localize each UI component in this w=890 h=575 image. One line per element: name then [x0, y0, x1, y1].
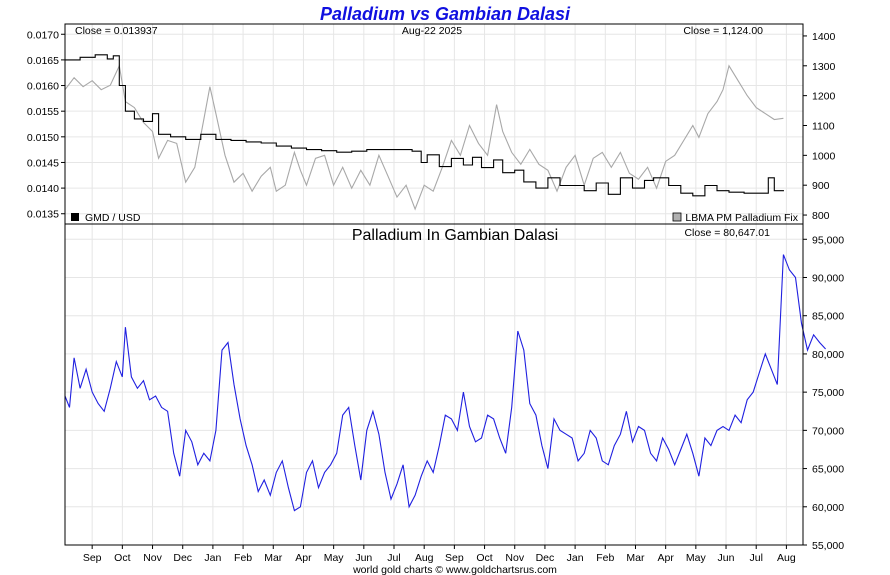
top-right-tick-label: 800 [812, 210, 830, 222]
top-left-tick-label: 0.0150 [27, 132, 59, 144]
x-tick-label: Aug [415, 552, 434, 564]
bottom-right-tick-label: 60,000 [812, 502, 844, 514]
top-left-tick-label: 0.0160 [27, 81, 59, 93]
bottom-right-tick-label: 85,000 [812, 311, 844, 323]
top-left-axis-ticks: 0.0170 0.0165 0.0160 0.0155 0.0150 0.0145 0.01… [27, 29, 65, 221]
top-right-tick-label: 1300 [812, 61, 836, 73]
top-close-left: Close = 0.013937 [75, 25, 158, 37]
x-tick-label: Sep [445, 552, 464, 564]
top-left-tick-label: 0.0140 [27, 183, 59, 195]
x-tick-label: Apr [657, 552, 674, 564]
x-tick-label: Jun [718, 552, 735, 564]
x-tick-label: Jul [749, 552, 762, 564]
bottom-panel-series [64, 254, 827, 512]
x-tick-label: Nov [143, 552, 162, 564]
top-right-tick-label: 900 [812, 180, 830, 192]
x-tick-label: Dec [536, 552, 555, 564]
top-left-tick-label: 0.0135 [27, 209, 59, 221]
x-tick-label: Oct [114, 552, 130, 564]
legend-gmd-swatch [71, 213, 79, 221]
date-label: Aug-22 2025 [402, 25, 462, 37]
legend-palladium-label: LBMA PM Palladium Fix [685, 212, 798, 224]
series-line-lbma-pm-palladium-fix [64, 63, 784, 211]
chart-footer: world gold charts © www.goldchartsrus.co… [352, 564, 557, 575]
series-line-gmd-usd [65, 54, 784, 197]
top-right-tick-label: 1200 [812, 91, 836, 103]
top-left-tick-label: 0.0170 [27, 29, 59, 41]
legend-palladium-swatch [672, 212, 682, 222]
x-tick-label: Feb [596, 552, 614, 564]
series-line-palladium-in-gambian-dalasi [64, 254, 827, 512]
bottom-panel-frame [64, 223, 804, 546]
top-left-tick-label: 0.0165 [27, 55, 59, 67]
bottom-right-axis-ticks: 95,000 90,000 85,000 80,000 75,000 70,000 65,0… [803, 234, 844, 552]
legend-gmd-label: GMD / USD [85, 212, 141, 224]
x-tick-label: Mar [264, 552, 283, 564]
bottom-subtitle: Palladium In Gambian Dalasi [352, 227, 558, 244]
top-left-tick-label: 0.0145 [27, 157, 59, 169]
x-tick-label: Jun [355, 552, 372, 564]
top-right-axis-ticks: 1400 1300 1200 1100 1000 900 800 [803, 31, 836, 222]
bottom-close-right: Close = 80,647.01 [684, 227, 770, 239]
top-close-right: Close = 1,124.00 [683, 25, 763, 37]
x-tick-label: Dec [173, 552, 192, 564]
x-tick-label: Jan [204, 552, 221, 564]
bottom-right-tick-label: 90,000 [812, 273, 844, 285]
chart-title: Palladium vs Gambian Dalasi [320, 4, 571, 24]
x-tick-label: Jan [567, 552, 584, 564]
x-tick-label: Aug [777, 552, 796, 564]
bottom-right-tick-label: 55,000 [812, 540, 844, 552]
x-axis-ticks: Sep Oct Nov Dec Jan Feb Mar Apr May Jun Jul Aug Sep O… [83, 545, 796, 564]
x-tick-label: Feb [234, 552, 252, 564]
top-right-tick-label: 1000 [812, 150, 836, 162]
x-tick-label: Sep [83, 552, 102, 564]
bottom-right-tick-label: 80,000 [812, 349, 844, 361]
bottom-right-tick-label: 70,000 [812, 425, 844, 437]
x-tick-label: May [324, 552, 345, 564]
top-left-tick-label: 0.0155 [27, 106, 59, 118]
top-panel-series [64, 54, 784, 211]
bottom-right-tick-label: 65,000 [812, 464, 844, 476]
x-tick-label: May [686, 552, 707, 564]
top-right-tick-label: 1100 [812, 120, 835, 132]
x-tick-label: Mar [626, 552, 645, 564]
bottom-right-tick-label: 75,000 [812, 387, 844, 399]
x-tick-label: Apr [295, 552, 312, 564]
top-right-tick-label: 1400 [812, 31, 836, 43]
x-tick-label: Oct [476, 552, 492, 564]
bottom-panel-grid [65, 224, 803, 546]
bottom-right-tick-label: 95,000 [812, 234, 844, 246]
x-tick-label: Jul [387, 552, 400, 564]
x-tick-label: Nov [505, 552, 524, 564]
